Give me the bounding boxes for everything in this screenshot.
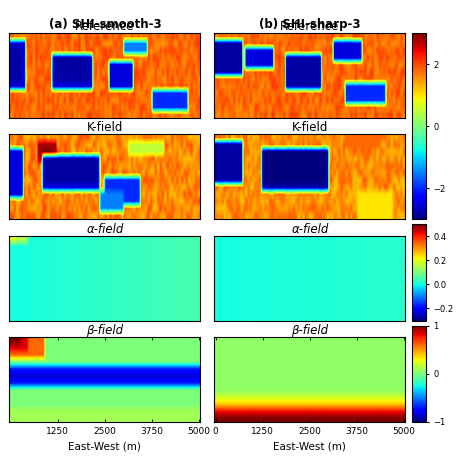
X-axis label: East-West (m): East-West (m) [68,441,141,451]
Title: β-field: β-field [86,324,123,337]
Title: α-field: α-field [86,223,124,236]
Title: Reference: Reference [75,20,135,33]
Text: (a) SHI-smooth-3: (a) SHI-smooth-3 [48,18,161,31]
Title: α-field: α-field [291,223,328,236]
Title: Reference: Reference [280,20,339,33]
Title: K-field: K-field [292,121,328,135]
Title: β-field: β-field [292,324,328,337]
X-axis label: East-West (m): East-West (m) [273,441,346,451]
Text: (b) SHI-sharp-3: (b) SHI-sharp-3 [259,18,361,31]
Title: K-field: K-field [87,121,123,135]
